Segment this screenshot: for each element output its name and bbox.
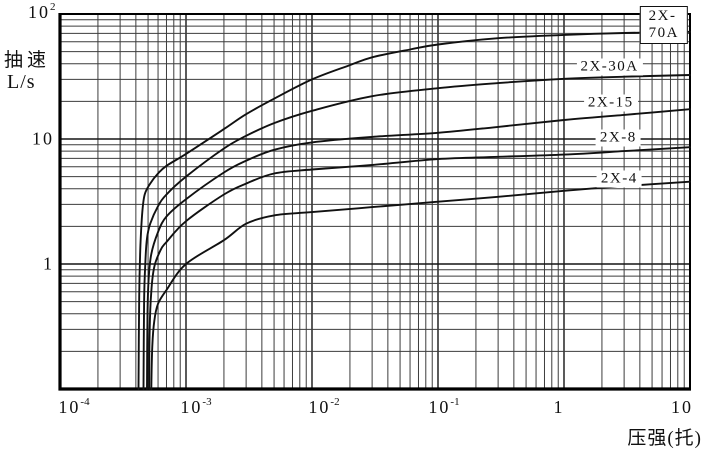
x-axis-title: 压强(托)	[627, 428, 702, 449]
y-tick-label: 1	[43, 253, 54, 274]
curve-label-2x-70a: 2X-70A	[639, 5, 688, 44]
curve-2x-4	[150, 180, 691, 390]
curve-label-2x-15: 2X-15	[583, 94, 638, 112]
x-tick-label: 1	[553, 397, 565, 417]
curve-2x-8	[148, 146, 691, 390]
x-tick-label: 10-2	[308, 396, 340, 417]
curve-2x-30a	[142, 74, 691, 390]
curve-label-2x-4: 2X-4	[596, 170, 642, 188]
curve-label-2x-30a: 2X-30A	[576, 58, 643, 76]
x-tick-label: 10-4	[58, 396, 90, 417]
y-tick-label: 10	[32, 128, 54, 149]
curve-2x-15	[146, 108, 691, 390]
y-axis-title: 抽速	[4, 50, 51, 71]
y-axis-unit-label: L/s	[7, 71, 36, 93]
x-tick-label: 10	[671, 397, 693, 417]
curve-2x-70a	[137, 30, 691, 390]
x-tick-label: 10-1	[428, 396, 460, 417]
x-tick-label: 10-3	[180, 396, 212, 417]
curve-label-2x-8: 2X-8	[595, 129, 641, 147]
y-axis-top-tick-10e2: 102	[28, 1, 56, 22]
